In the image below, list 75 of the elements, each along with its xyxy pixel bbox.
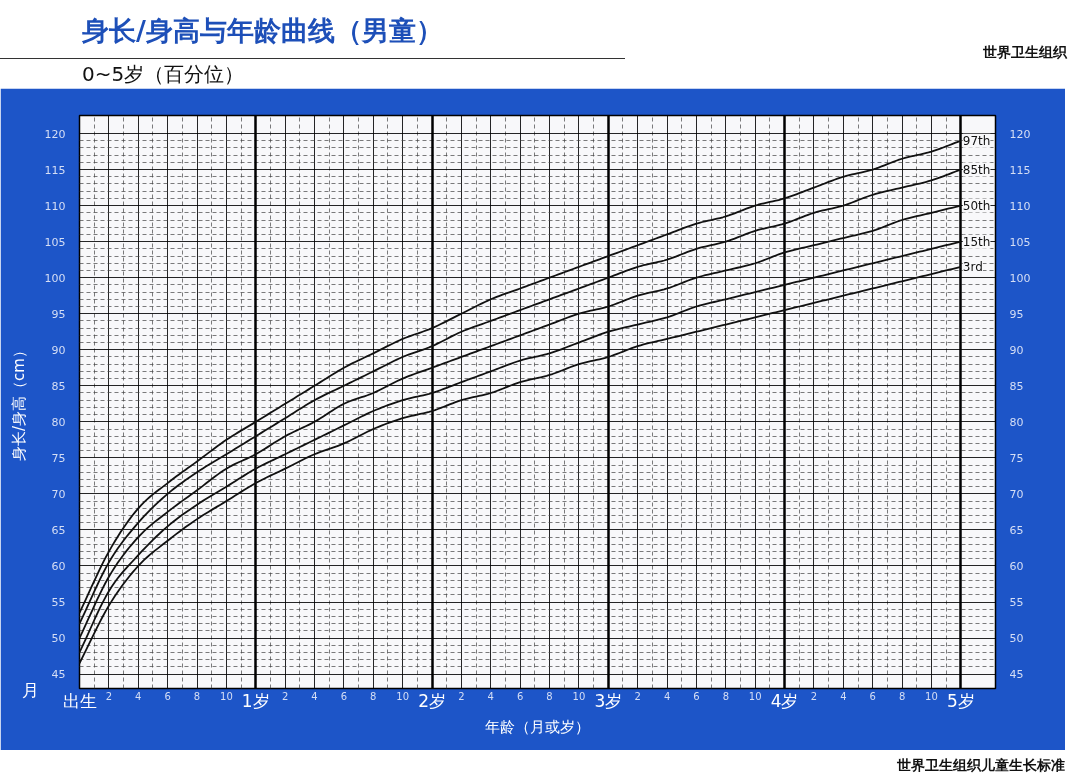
x-tick-label: 10 bbox=[572, 690, 586, 702]
y-tick-label: 100 bbox=[44, 271, 66, 285]
x-tick-label: 4 bbox=[663, 690, 671, 702]
y-tick-label: 90 bbox=[51, 343, 66, 357]
y-tick-label: 75 bbox=[51, 451, 66, 465]
y2-tick-label: 105 bbox=[1009, 235, 1031, 249]
x-tick-label: 8 bbox=[898, 690, 906, 702]
text: 月 bbox=[22, 679, 39, 702]
x-tick-label: 8 bbox=[546, 690, 553, 702]
y2-tick-label: 70 bbox=[1009, 487, 1024, 501]
x-tick-label: 2 bbox=[105, 690, 113, 702]
y-tick-label: 105 bbox=[44, 235, 66, 249]
x-tick-label: 10 bbox=[748, 690, 762, 702]
y-tick-label: 65 bbox=[51, 523, 66, 537]
series-label: 15th bbox=[962, 234, 991, 249]
x-tick-label: 8 bbox=[193, 690, 201, 702]
y-tick-label: 45 bbox=[51, 668, 66, 682]
series-label: 50th bbox=[962, 198, 991, 213]
x-tick-label: 5岁 bbox=[946, 690, 975, 711]
y2-tick-label: 110 bbox=[1009, 199, 1031, 213]
x-tick-label: 4 bbox=[487, 690, 494, 702]
x-tick-label: 3岁 bbox=[594, 690, 623, 711]
x-tick-label: 8 bbox=[370, 690, 377, 702]
series-label: 3rd bbox=[962, 259, 983, 274]
chart-title: 身长/身高与年龄曲线（男童） bbox=[82, 14, 443, 48]
x-axis-title: 年龄（月或岁） bbox=[485, 717, 590, 736]
y-tick-label: 55 bbox=[51, 596, 66, 610]
y2-tick-label: 75 bbox=[1009, 451, 1024, 465]
x-tick-label: 1岁 bbox=[241, 690, 270, 711]
x-tick-label: 4 bbox=[135, 690, 142, 702]
y-tick-label: 85 bbox=[51, 379, 66, 393]
text: 世界卫生组织儿童生长标准 bbox=[897, 756, 1065, 775]
x-tick-label: 出生 bbox=[62, 690, 97, 711]
x-tick-label: 4 bbox=[840, 690, 847, 702]
y2-tick-label: 100 bbox=[1009, 271, 1031, 285]
x-tick-label: 6 bbox=[869, 690, 876, 702]
x-tick-label: 4岁 bbox=[770, 690, 799, 711]
x-tick-label: 6 bbox=[340, 690, 348, 702]
series-label: 85th bbox=[962, 162, 991, 177]
y2-tick-label: 45 bbox=[1009, 668, 1024, 682]
x-tick-label: 2岁 bbox=[418, 690, 446, 711]
x-tick-label: 2 bbox=[458, 690, 465, 702]
x-tick-label: 6 bbox=[164, 690, 171, 702]
x-tick-label: 2 bbox=[281, 690, 289, 702]
y2-tick-label: 55 bbox=[1009, 596, 1024, 610]
y2-tick-label: 95 bbox=[1009, 307, 1024, 321]
text: 世界卫生组织 bbox=[983, 43, 1067, 62]
y-tick-label: 115 bbox=[44, 163, 66, 177]
y-tick-label: 110 bbox=[44, 199, 66, 213]
y2-tick-label: 50 bbox=[1009, 632, 1024, 646]
y-tick-label: 120 bbox=[44, 127, 66, 141]
x-tick-label: 2 bbox=[634, 690, 641, 702]
y-tick-label: 80 bbox=[51, 415, 66, 429]
y2-tick-label: 60 bbox=[1009, 559, 1024, 573]
series-label: 97th bbox=[962, 133, 991, 148]
x-tick-label: 6 bbox=[516, 690, 524, 702]
chart-subtitle: 0~5岁（百分位） bbox=[82, 61, 245, 88]
y-tick-label: 95 bbox=[51, 307, 66, 321]
x-tick-label: 10 bbox=[220, 690, 233, 702]
y-tick-label: 70 bbox=[51, 487, 66, 501]
x-tick-label: 2 bbox=[810, 690, 818, 702]
y-tick-label: 60 bbox=[51, 559, 66, 573]
y-tick-label: 50 bbox=[51, 632, 66, 646]
y-axis-title: 身长/身高（cm） bbox=[9, 343, 28, 461]
x-tick-label: 8 bbox=[722, 690, 730, 702]
x-tick-label: 10 bbox=[396, 690, 410, 702]
x-tick-label: 4 bbox=[311, 690, 318, 702]
x-tick-label: 6 bbox=[693, 690, 700, 702]
y2-tick-label: 80 bbox=[1009, 415, 1024, 429]
y2-tick-label: 65 bbox=[1009, 523, 1024, 537]
y2-tick-label: 85 bbox=[1009, 379, 1024, 393]
y2-tick-label: 120 bbox=[1009, 127, 1031, 141]
y2-tick-label: 115 bbox=[1009, 163, 1031, 177]
x-tick-label: 10 bbox=[925, 690, 938, 702]
y2-tick-label: 90 bbox=[1009, 343, 1024, 357]
